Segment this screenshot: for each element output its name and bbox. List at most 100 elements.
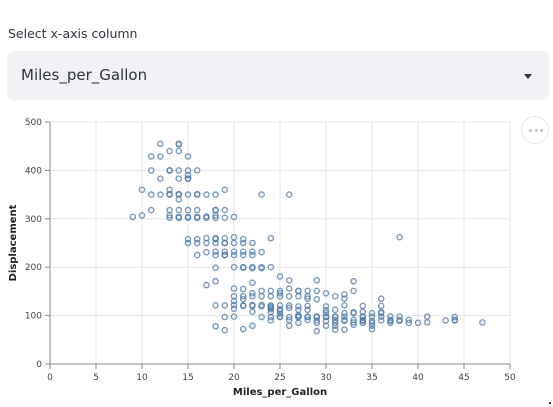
data-point [258,313,265,321]
data-point [359,316,367,324]
data-point [276,273,284,280]
data-point [166,206,173,214]
x-axis-select[interactable]: Miles_per_Gallon [7,51,549,100]
data-point [331,319,339,327]
data-point [313,276,321,284]
data-point [313,295,321,303]
data-point [221,302,229,309]
data-point [322,313,330,320]
data-point [212,212,219,219]
data-point [221,239,229,247]
data-point [396,233,403,241]
data-point [203,281,210,289]
data-point [285,313,293,321]
data-point [258,292,265,300]
data-point [350,308,357,316]
data-point [304,306,311,314]
data-point [322,290,330,297]
x-tick-label: 15 [182,373,193,383]
data-point [184,175,192,182]
data-point [212,206,219,214]
data-point [249,322,256,330]
data-point [184,214,192,222]
x-axis-title: Miles_per_Gallon [233,387,327,398]
data-point [341,309,348,317]
data-point [230,301,238,309]
data-point [249,239,256,247]
data-point [304,302,311,310]
chevron-down-icon[interactable] [524,74,532,79]
data-point [258,287,265,295]
data-point [313,319,321,327]
data-point [276,310,284,317]
data-point [175,167,183,174]
data-point [276,313,284,321]
data-point [341,326,348,333]
data-point [479,319,486,326]
data-point [341,313,348,320]
data-point [221,313,229,321]
data-point [212,248,219,256]
data-point [423,319,431,326]
data-point [285,316,293,324]
data-point [147,206,155,214]
data-point [396,313,403,320]
x-tick-label: 50 [504,373,516,383]
data-point [193,214,201,222]
data-point [304,316,311,324]
data-point [221,251,229,259]
data-point [129,213,137,221]
data-point [203,239,210,247]
data-point [387,317,394,325]
data-point [368,309,376,317]
data-point [193,206,201,214]
data-point [184,206,192,214]
data-point [377,308,385,316]
data-point [331,306,339,314]
data-point [341,291,348,298]
data-point [359,319,367,327]
data-point [157,140,164,148]
data-point [442,317,449,324]
data-point [230,263,238,271]
chart-menu-button[interactable] [521,116,549,144]
data-point [212,214,219,222]
data-point [166,147,173,155]
data-point [304,313,311,320]
data-point [249,264,256,272]
data-point [193,251,201,259]
data-point [239,325,247,333]
data-point [184,239,192,247]
data-point [212,234,219,242]
data-point [166,212,173,219]
data-point [267,287,275,295]
data-point [166,167,173,174]
data-point [331,326,339,333]
data-point [239,248,247,256]
data-point [184,191,192,198]
data-point [313,317,321,324]
data-point [249,248,256,256]
more-icon-dot [534,129,538,132]
x-tick-label: 0 [47,373,53,383]
y-tick-label: 100 [25,312,42,322]
data-point [285,285,293,292]
data-point [285,304,293,312]
data-point [331,322,339,330]
data-point [267,302,275,309]
y-tick-label: 300 [25,215,42,225]
select-value: Miles_per_Gallon [21,66,148,84]
data-point [239,235,247,243]
data-point [147,167,155,174]
data-point [175,147,183,155]
data-point [322,317,330,325]
data-point [193,239,201,247]
data-point [193,190,201,198]
data-point [230,305,238,313]
data-point [230,239,238,247]
chart-container: 0 5 10 15 20 25 30 35 40 45 50 0 100 200 300 400 500 Mile… [0,108,553,407]
data-point [221,248,229,256]
data-point [295,303,302,310]
data-point [175,196,183,203]
data-point [368,322,376,330]
